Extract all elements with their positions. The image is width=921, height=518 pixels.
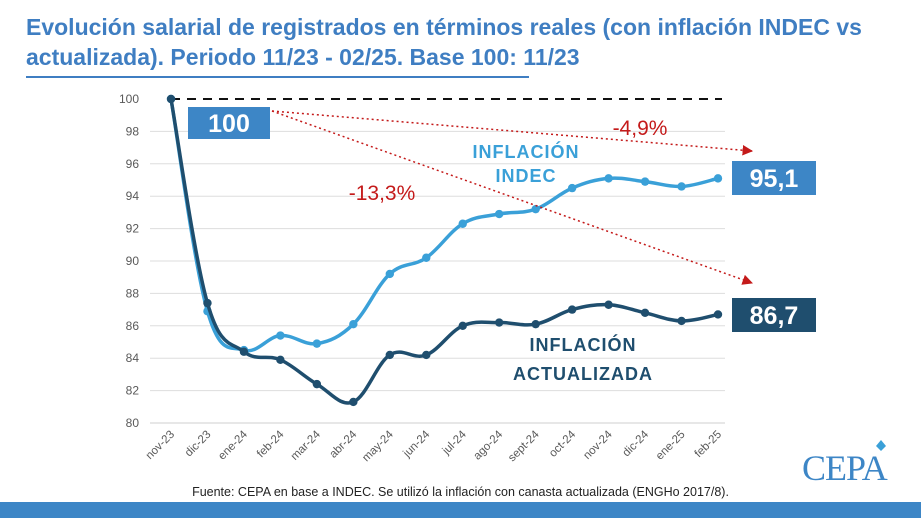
cepa-logo: CEPA (802, 440, 889, 486)
data-point (349, 397, 358, 407)
series-line-actualizada (169, 97, 720, 405)
end-value-box-actualizada (732, 298, 816, 332)
data-point (312, 379, 322, 389)
x-tick-label: ago-24 (472, 428, 506, 462)
logo-text: CEPA (802, 448, 888, 486)
data-point (713, 174, 723, 183)
y-tick-label: 86 (126, 319, 140, 333)
x-tick-label: ene-25 (654, 429, 688, 463)
chart-title: Evolución salarial de registrados en tér… (26, 14, 862, 70)
series-label-actualizada-line1: INFLACIÓN (530, 334, 637, 355)
y-tick-label: 100 (119, 92, 139, 106)
data-point (640, 177, 650, 186)
data-point (203, 298, 212, 308)
x-tick-label: dic-23 (183, 429, 214, 460)
x-tick-label: feb-24 (255, 428, 287, 460)
y-tick-label: 98 (126, 124, 140, 138)
start-value-label: 100 (208, 110, 250, 138)
x-tick-label: dic-24 (621, 428, 652, 459)
x-tick-label: abr-24 (327, 428, 359, 460)
y-tick-label: 88 (126, 286, 140, 300)
data-point (640, 308, 650, 318)
data-point (677, 316, 686, 326)
y-tick-label: 84 (126, 351, 140, 365)
footer-bar (0, 502, 921, 518)
logo-diamond-icon (876, 440, 886, 451)
delta-label-indec: -4,9% (613, 117, 668, 140)
data-point (604, 300, 613, 309)
series-label-actualizada-line2: ACTUALIZADA (513, 364, 653, 384)
x-tick-label: jul-24 (440, 428, 470, 458)
data-point (239, 347, 249, 356)
end-value-label-actualizada: 86,7 (750, 302, 799, 330)
data-point (422, 253, 431, 262)
source-note: Fuente: CEPA en base a INDEC. Se utilizó… (192, 485, 729, 499)
data-point (276, 355, 285, 365)
data-point (531, 319, 540, 329)
trend-arrow-indec (271, 110, 754, 156)
data-point (677, 182, 686, 191)
data-point (531, 204, 540, 214)
x-tick-label: nov-24 (581, 428, 615, 462)
data-point (385, 269, 394, 279)
x-tick-label: nov-23 (144, 429, 177, 462)
data-point (276, 331, 285, 340)
y-tick-label: 80 (126, 416, 140, 430)
data-point (166, 94, 176, 104)
series-label-indec-line1: INFLACIÓN (473, 141, 580, 162)
data-point (385, 350, 394, 360)
x-tick-label: feb-25 (693, 429, 725, 461)
data-point (458, 219, 467, 228)
y-tick-label: 92 (126, 222, 140, 236)
title-underline (26, 76, 529, 78)
data-point (458, 321, 467, 330)
delta-label-actualizada: -13,3% (349, 182, 416, 205)
y-tick-label: 82 (126, 384, 140, 398)
data-point (713, 310, 723, 319)
end-value-label-indec: 95,1 (750, 165, 799, 193)
y-tick-label: 90 (126, 254, 140, 268)
x-tick-label: mar-24 (289, 428, 324, 463)
x-tick-label: oct-24 (547, 428, 579, 460)
data-point (495, 318, 504, 327)
x-tick-label: ene-24 (216, 428, 250, 462)
data-point (495, 209, 504, 219)
data-point (422, 350, 431, 360)
y-tick-label: 94 (126, 189, 140, 203)
data-point (312, 339, 322, 348)
data-point (349, 319, 358, 329)
trend-arrow-actualizada (271, 110, 753, 285)
x-tick-label: sept-24 (506, 428, 542, 464)
data-point (567, 305, 577, 314)
data-point (567, 183, 577, 193)
start-value-box (188, 107, 270, 139)
x-tick-label: jun-24 (401, 428, 433, 460)
data-point (604, 174, 613, 183)
series-label-indec-line2: INDEC (495, 166, 556, 186)
end-value-box-indec (732, 161, 816, 195)
x-tick-label: may-24 (360, 428, 396, 464)
y-tick-label: 96 (126, 157, 140, 171)
